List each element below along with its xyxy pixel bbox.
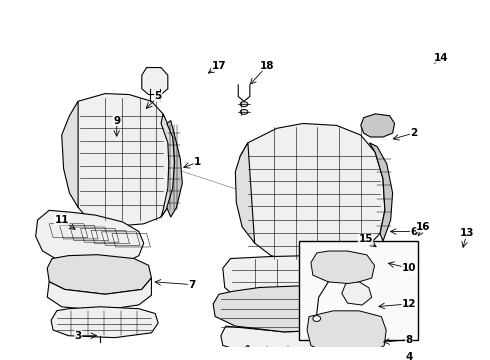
Polygon shape (161, 114, 177, 217)
Bar (299, 241, 417, 340)
Polygon shape (51, 307, 158, 338)
Polygon shape (342, 282, 372, 305)
Text: 4: 4 (405, 352, 413, 360)
Polygon shape (142, 68, 168, 95)
Text: 14: 14 (434, 53, 448, 63)
Text: 10: 10 (402, 263, 416, 273)
Polygon shape (361, 114, 394, 137)
Text: 18: 18 (260, 60, 274, 71)
Text: 17: 17 (212, 60, 226, 71)
Text: 6: 6 (410, 226, 417, 237)
Polygon shape (235, 143, 255, 243)
Polygon shape (369, 143, 392, 241)
Polygon shape (70, 94, 172, 227)
Text: 13: 13 (460, 229, 474, 238)
Text: 3: 3 (74, 331, 82, 341)
Text: 11: 11 (54, 215, 69, 225)
Polygon shape (36, 210, 144, 268)
Text: 2: 2 (410, 128, 417, 138)
Ellipse shape (240, 102, 248, 107)
Polygon shape (47, 278, 151, 311)
Polygon shape (240, 345, 383, 360)
Text: 9: 9 (113, 116, 120, 126)
Polygon shape (221, 323, 383, 357)
Ellipse shape (313, 316, 320, 321)
Text: 5: 5 (154, 91, 162, 102)
Polygon shape (47, 255, 151, 294)
Text: 16: 16 (416, 222, 431, 232)
Polygon shape (62, 101, 78, 207)
Polygon shape (223, 256, 390, 314)
Polygon shape (238, 123, 385, 262)
Polygon shape (307, 311, 386, 355)
Ellipse shape (240, 109, 248, 114)
Text: 15: 15 (358, 234, 373, 244)
Text: 7: 7 (188, 280, 196, 289)
Polygon shape (311, 251, 375, 284)
Polygon shape (167, 121, 182, 217)
Text: 12: 12 (402, 299, 416, 309)
Text: 1: 1 (194, 157, 201, 167)
Polygon shape (213, 285, 377, 332)
Text: 8: 8 (405, 334, 413, 345)
